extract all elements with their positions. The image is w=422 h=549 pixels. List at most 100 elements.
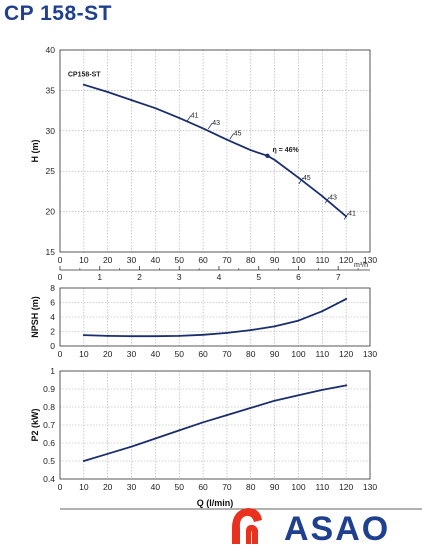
efficiency-label: 41 [348,210,356,217]
data-point [178,116,181,119]
efficiency-marker [343,213,349,220]
efficiency-label: 45 [234,130,242,137]
data-point [106,91,109,93]
x-tick-label: 50 [174,349,184,359]
data-point [297,319,300,322]
data-point [226,138,228,141]
chart-title: CP 158-ST [4,2,112,25]
x-tick-label: 110 [316,255,330,265]
efficiency-marker [324,197,330,204]
y-tick-label: 0.4 [43,474,55,484]
data-point [297,394,300,397]
data-point [273,325,276,328]
y-tick-label: 0 [50,341,55,351]
x-tick-label: 110 [316,349,330,359]
data-point [345,384,348,387]
y-tick-label: 0.5 [43,456,55,466]
y-axis-title: NPSH (m) [30,296,40,338]
data-point [249,149,252,152]
efficiency-label: 43 [212,120,220,127]
y-tick-label: 0.6 [43,438,55,448]
x-tick-label: 100 [291,255,305,265]
x-tick-label: 70 [222,482,232,492]
y-tick-label: 0.9 [43,384,55,394]
data-point [226,414,228,416]
series-line-1 [82,83,348,218]
x-tick-label: 10 [79,349,89,359]
data-point [106,452,109,455]
series-line-3 [82,384,348,462]
x-axis-title: Q (l/min) [197,498,234,508]
data-point [202,333,204,336]
x-tick-label: 30 [127,349,137,359]
y-tick-label: 0.7 [43,420,55,430]
x-tick-label: 70 [222,255,232,265]
y-axis-title: H (m) [30,140,40,163]
data-point [273,399,276,402]
secondary-tick-label: 3 [177,272,182,282]
secondary-tick-label: 1 [97,272,102,282]
y-tick-label: 1 [50,366,55,376]
best-efficiency-point [265,153,270,159]
x-tick-label: 40 [151,482,161,492]
secondary-tick-label: 6 [296,272,301,282]
data-point [130,445,133,448]
data-point [226,332,228,334]
data-point [273,158,276,161]
data-point [178,334,181,337]
efficiency-label: 43 [329,194,337,201]
efficiency-label: η = 46% [272,147,299,154]
x-tick-label: 40 [151,349,161,359]
efficiency-marker [207,122,213,130]
x-tick-label: 80 [246,482,256,492]
x-tick-label: 0 [58,255,63,265]
series-line-2 [82,298,348,338]
secondary-tick-label: 4 [217,272,222,282]
efficiency-marker [229,133,235,140]
efficiency-marker [298,177,304,185]
x-tick-label: 100 [291,482,305,492]
x-tick-label: 20 [103,255,113,265]
logo-mark-icon [232,508,262,544]
efficiency-label: 41 [191,113,199,120]
data-point [345,297,348,300]
data-point [82,83,85,86]
x-tick-label: 60 [198,349,208,359]
x-tick-label: 0 [58,482,63,492]
efficiency-label: 45 [303,175,311,182]
chart-panel-1 [59,49,371,271]
x-tick-label: 70 [222,349,232,359]
x-tick-label: 130 [363,349,377,359]
efficiency-marker [186,115,192,122]
data-point [321,389,324,391]
x-tick-label: 50 [174,482,184,492]
x-tick-label: 20 [103,482,113,492]
data-point [130,335,133,338]
x-tick-label: 80 [246,349,256,359]
y-tick-label: 15 [46,247,56,257]
plot-frame [59,370,371,480]
plot-frame [59,287,371,347]
asao-logo: ASAO [232,508,390,548]
logo-text: ASAO [284,510,390,548]
data-point [106,334,109,337]
data-point [202,127,204,130]
x-tick-label: 120 [339,349,353,359]
x-tick-label: 80 [246,255,256,265]
x-tick-label: 90 [270,349,280,359]
data-point [249,329,252,331]
x-tick-label: 120 [339,255,353,265]
data-point [154,335,157,338]
x-tick-label: 10 [79,482,89,492]
y-tick-label: 40 [46,45,56,55]
data-point [130,99,133,101]
data-point [321,310,324,313]
x-tick-label: 20 [103,349,113,359]
y-tick-label: 4 [50,312,55,322]
x-tick-label: 130 [363,482,377,492]
chart-panel-2 [59,287,371,347]
series-name-label: CP158-ST [68,72,101,79]
y-tick-label: 30 [46,126,56,136]
secondary-tick-label: 0 [58,272,63,282]
